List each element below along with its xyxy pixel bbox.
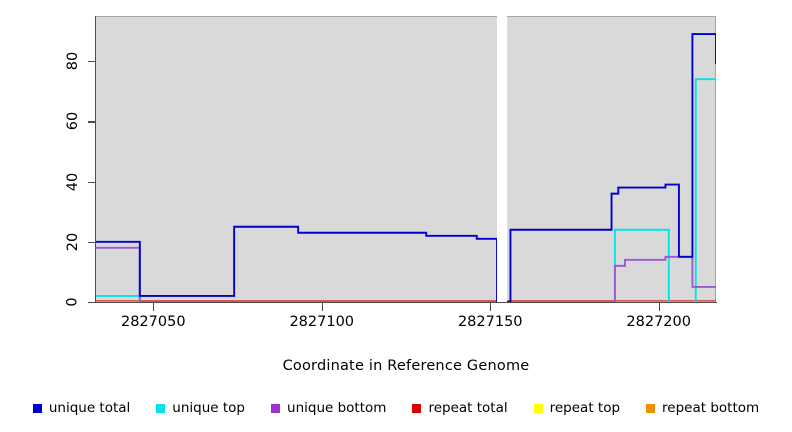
legend-swatch-icon: [32, 403, 42, 413]
plot-area: [96, 16, 716, 302]
legend-swatch-icon: [271, 403, 281, 413]
legend-swatch-icon: [533, 403, 543, 413]
y-tick-label: 60: [64, 112, 81, 131]
data-gap-mask: [496, 16, 508, 303]
legend-swatch-icon: [412, 403, 422, 413]
legend-label: unique top: [172, 400, 246, 416]
series-line-unique-total: [96, 33, 716, 303]
plot-background: [96, 16, 716, 302]
legend-label: repeat top: [549, 400, 621, 416]
y-tick-label: 80: [64, 51, 81, 71]
x-tick-label: 2827100: [289, 314, 355, 330]
x-tick: [153, 303, 155, 311]
x-tick-label: 2827200: [626, 314, 691, 330]
y-tick-label: 20: [64, 232, 81, 252]
x-tick-label: 2827150: [457, 314, 523, 330]
y-tick: [88, 241, 96, 243]
legend-label: unique bottom: [287, 400, 387, 416]
series-line-unique-top: [96, 78, 716, 303]
x-axis-label: Coordinate in Reference Genome: [282, 358, 530, 374]
chart-legend: unique total unique top unique bottom repea…: [0, 396, 792, 420]
series-line-unique-bottom: [96, 246, 716, 303]
y-tick-label: 40: [64, 172, 81, 191]
y-tick-label: 0: [64, 297, 81, 307]
legend-swatch-icon: [646, 403, 656, 413]
legend-label: repeat bottom: [662, 400, 760, 416]
x-tick: [490, 303, 492, 311]
y-tick: [88, 121, 96, 123]
x-tick-label: 2827050: [120, 314, 186, 330]
x-axis-line: [96, 302, 717, 304]
y-tick: [88, 61, 96, 63]
legend-label: unique total: [48, 400, 131, 416]
y-tick: [88, 181, 96, 183]
y-axis-line: [95, 16, 97, 303]
legend-item: repeat total: [412, 400, 508, 416]
legend-label: repeat total: [428, 400, 508, 416]
legend-item: unique total: [32, 400, 131, 416]
legend-item: unique bottom: [271, 400, 386, 416]
legend-item: repeat bottom: [646, 400, 759, 416]
legend-item: repeat top: [533, 400, 621, 416]
x-tick: [658, 303, 660, 311]
legend-swatch-icon: [156, 403, 166, 413]
legend-item: unique top: [156, 400, 245, 416]
y-tick: [88, 302, 96, 304]
x-tick: [321, 303, 323, 311]
